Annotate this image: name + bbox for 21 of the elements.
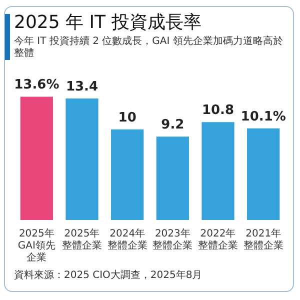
bar [156, 136, 189, 220]
x-tick-label: 2021年整體企業 [243, 228, 284, 252]
x-tick-label: 2024年整體企業 [107, 228, 148, 252]
bar [111, 129, 144, 220]
x-tick-label: 2022年整體企業 [198, 228, 238, 252]
x-tick-label: 2023年整體企業 [152, 228, 193, 252]
data-label: 9.2 [161, 118, 184, 133]
x-tick-label: 2025年GAI領先企業 [18, 228, 56, 264]
chart-subtitle: 今年 IT 投資持續 2 位數成長，GAI 領先企業加碼力道略高於整體 [14, 36, 284, 60]
bar [66, 98, 98, 220]
data-label: 10 [118, 110, 136, 126]
x-tick-label: 2025年整體企業 [62, 228, 102, 252]
bar [20, 96, 53, 220]
chart-title: 2025 年 IT 投資成長率 [14, 12, 202, 34]
data-label: 13.4 [66, 80, 98, 95]
source-note: 資料來源：2025 CIO大調查，2025年8月 [14, 268, 202, 282]
data-label: 13.6% [14, 78, 60, 93]
bar [202, 122, 234, 220]
data-label: 10.8 [202, 103, 234, 118]
data-label: 10.1% [240, 109, 286, 124]
bar [247, 128, 280, 220]
